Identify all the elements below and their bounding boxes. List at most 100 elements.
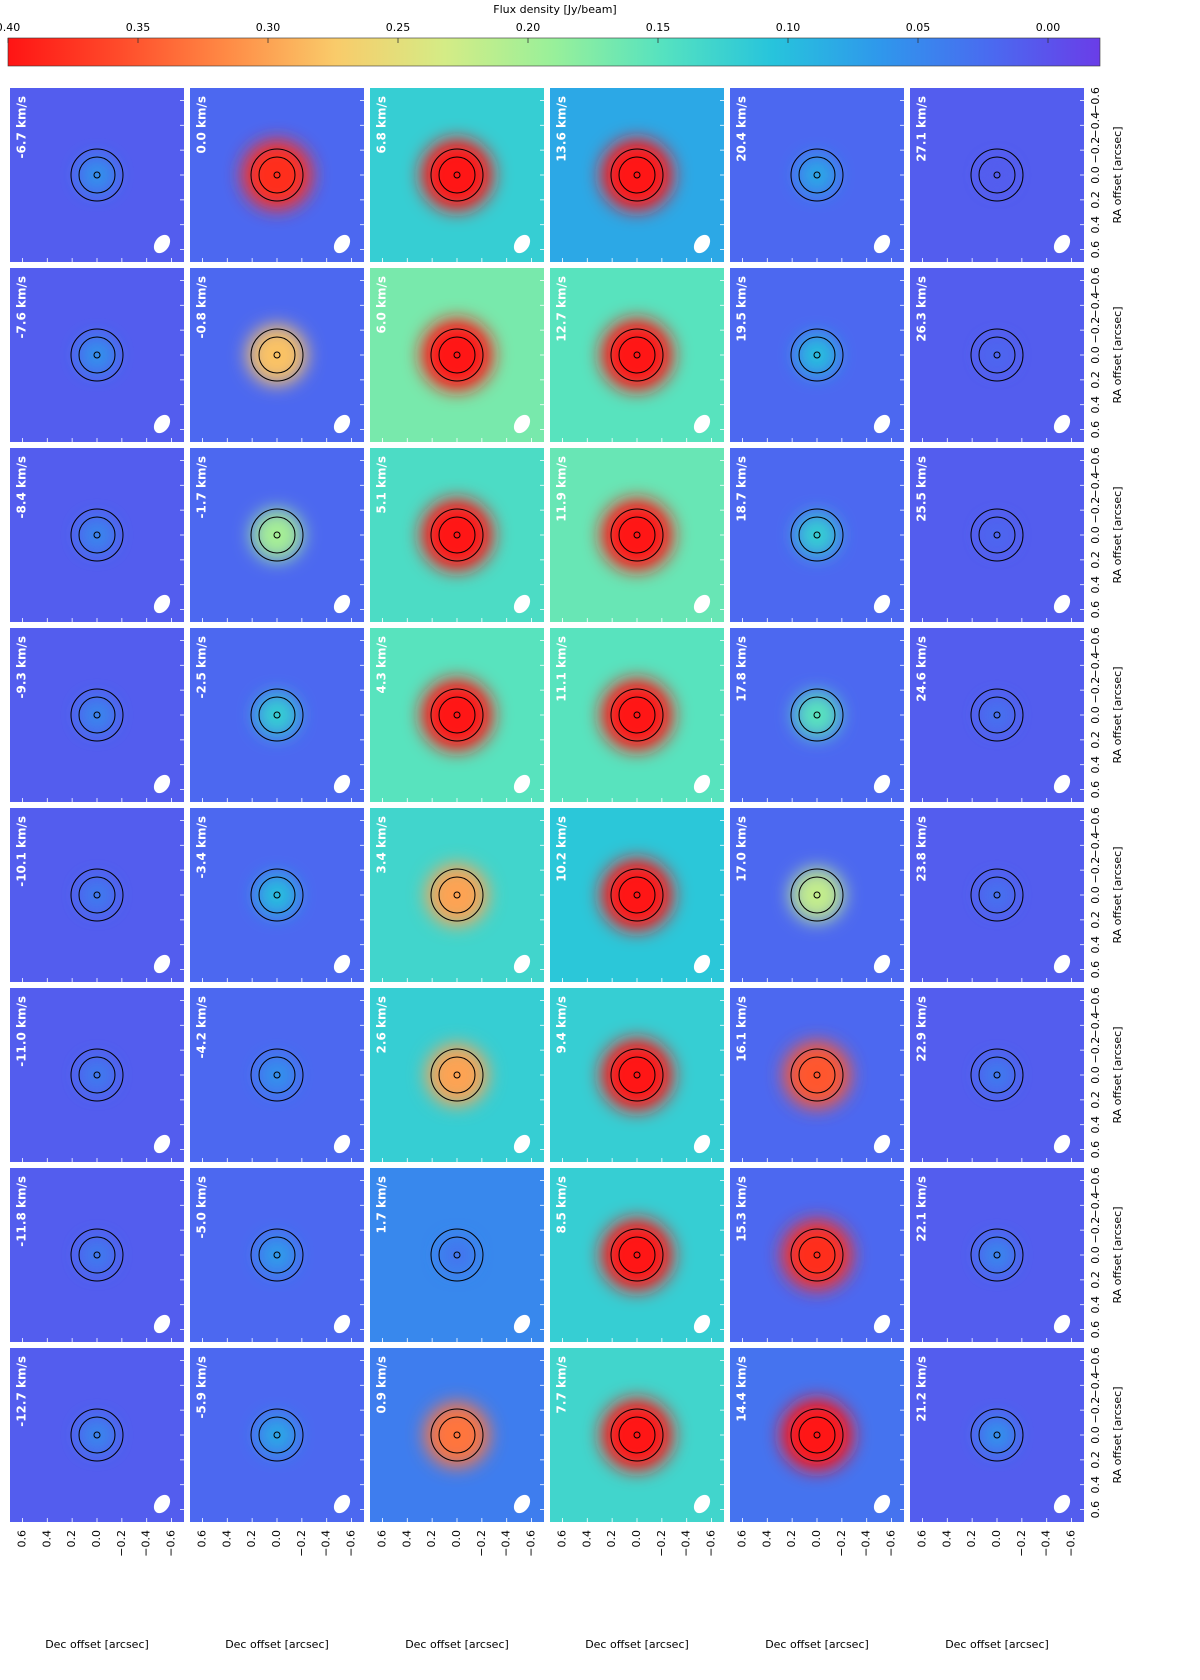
contour [993,891,1001,899]
emission-peak [980,878,1014,912]
beam [153,1494,171,1514]
panel: -6.7 km/s [10,88,184,262]
y-tick-label: 0.6 [195,1530,208,1548]
velocity-label: 17.8 km/s [735,636,749,702]
contour [813,1251,821,1259]
panel: -1.7 km/s [190,448,364,622]
panel: 11.9 km/s [550,448,724,622]
x-tick-label: 0.6 [1089,961,1102,979]
velocity-label: -8.4 km/s [15,456,29,518]
contour [798,1236,836,1274]
panel: 16.1 km/s [730,988,904,1162]
y-tick-label: 0.2 [65,1530,78,1548]
beam [873,1314,891,1334]
velocity-label: 0.9 km/s [375,1356,389,1413]
contour [430,1228,484,1282]
contour [453,351,461,359]
contour [618,336,656,374]
velocity-label: -9.3 km/s [15,636,29,698]
x-tick-label: −0.6 [1089,447,1102,474]
beam [153,954,171,974]
contour [798,696,836,734]
panel: 11.1 km/s [550,628,724,802]
beam [513,774,531,794]
x-tick-label: 0.0 [1089,1246,1102,1264]
emission-peak [981,159,1013,191]
contour [970,688,1024,742]
contour [978,696,1016,734]
colorbar-tick-label: 0.35 [126,21,151,34]
panel: 22.9 km/s [910,988,1084,1162]
emission-peak [980,338,1014,372]
x-tick-label: 0.4 [1089,1116,1102,1134]
velocity-label: -11.0 km/s [15,996,29,1067]
velocity-label: -5.0 km/s [195,1176,209,1238]
emission-peak [421,679,493,751]
contour [78,516,116,554]
contour [430,328,484,382]
beam [513,234,531,254]
contour [993,1071,1001,1079]
y-tick-label: −0.6 [165,1530,178,1557]
x-tick-label: −0.4 [1089,1372,1102,1399]
x-tick-label: 0.6 [1089,421,1102,439]
velocity-label: -1.7 km/s [195,456,209,518]
x-axis-label: RA offset [arcsec] [1111,1206,1124,1303]
y-tick-label: 0.0 [630,1530,643,1548]
panel: -9.3 km/s [10,628,184,802]
emission-peak [255,693,299,737]
y-tick-label: 0.2 [245,1530,258,1548]
emission-peak [421,499,493,571]
contour [618,1056,656,1094]
panel: 12.7 km/s [550,268,724,442]
contour [438,336,476,374]
x-tick-label: 0.4 [1089,936,1102,954]
velocity-label: 22.1 km/s [915,1176,929,1242]
contour [790,1048,844,1102]
beam [333,1134,351,1154]
velocity-label: -2.5 km/s [195,636,209,698]
contour [610,328,664,382]
panel: -2.5 km/s [190,628,364,802]
y-tick-label: −0.6 [1065,1530,1078,1557]
contour [610,1408,664,1462]
contour [618,1416,656,1454]
contour [78,156,116,194]
panel: -4.2 km/s [190,988,364,1162]
contour [813,891,821,899]
emission-peak [78,336,116,374]
emission-peak [421,319,493,391]
x-tick-label: −0.2 [1089,1217,1102,1244]
colorbar-tick-label: 0.40 [0,21,20,34]
beam [333,774,351,794]
velocity-label: 12.7 km/s [555,276,569,342]
velocity-label: 6.8 km/s [375,96,389,153]
velocity-label: -10.1 km/s [15,816,29,887]
x-tick-label: 0.4 [1089,756,1102,774]
contour [993,711,1001,719]
beam [513,1314,531,1334]
velocity-label: 0.0 km/s [195,96,209,153]
x-tick-label: −0.2 [1089,317,1102,344]
y-tick-label: 0.0 [90,1530,103,1548]
contour [610,148,664,202]
contour [453,1071,461,1079]
contour [78,336,116,374]
contour [813,711,821,719]
x-tick-label: −0.2 [1089,1397,1102,1424]
contour [813,1071,821,1079]
contour [93,711,101,719]
contour [273,171,281,179]
contour [93,531,101,539]
panel: 0.9 km/s [370,1348,544,1522]
contour [258,1056,296,1094]
panel: -12.7 km/s [10,1348,184,1522]
contour [273,351,281,359]
y-tick-label: −0.4 [320,1530,333,1557]
contour [798,876,836,914]
velocity-label: 22.9 km/s [915,996,929,1062]
y-tick-label: 0.6 [915,1530,928,1548]
velocity-label: -4.2 km/s [195,996,209,1058]
contour [438,876,476,914]
x-tick-label: −0.4 [1089,1192,1102,1219]
